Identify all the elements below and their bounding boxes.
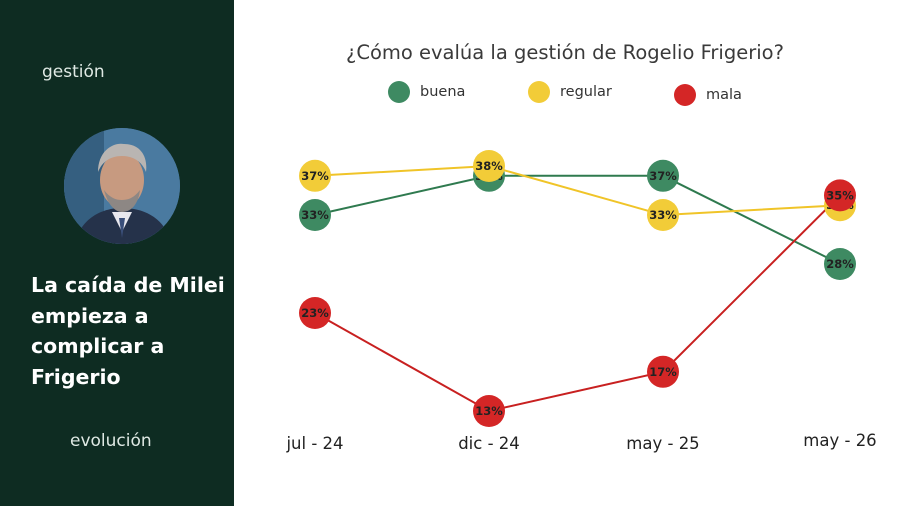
chart-area: ¿Cómo evalúa la gestión de Rogelio Frige… <box>234 0 900 506</box>
legend-item-buena: buena <box>388 80 465 104</box>
data-label-regular-0: 37% <box>301 169 329 183</box>
data-point-buena-2 <box>647 159 679 192</box>
data-point-mala-2 <box>647 355 679 388</box>
data-label-regular-1: 38% <box>475 159 503 173</box>
data-point-regular-0 <box>299 159 331 192</box>
data-point-buena-3 <box>824 248 856 280</box>
portrait-image <box>64 128 180 244</box>
politician-photo <box>64 128 180 244</box>
legend-item-mala: mala <box>674 83 742 107</box>
data-label-regular-2: 33% <box>649 208 677 222</box>
sidebar: gestión La caída de Milei empieza a comp… <box>0 0 234 506</box>
data-point-mala-1 <box>473 395 505 427</box>
data-label-mala-3: 35% <box>826 188 854 202</box>
x-tick-label-3: may - 26 <box>803 431 876 450</box>
legend-marker-mala <box>674 84 696 106</box>
data-label-buena-3: 28% <box>826 257 854 271</box>
data-point-mala-0 <box>299 297 331 329</box>
legend-label-regular: regular <box>560 84 612 100</box>
legend-marker-buena <box>388 81 410 103</box>
legend-marker-regular <box>528 81 550 103</box>
x-tick-label-0: jul - 24 <box>285 434 343 453</box>
data-label-buena-2: 37% <box>649 169 677 183</box>
data-point-regular-2 <box>647 199 679 231</box>
section-tag: evolución <box>70 431 152 451</box>
line-chart: 33%37%37%28%37%38%33%34%23%13%17%35%jul … <box>285 150 877 453</box>
legend-item-regular: regular <box>528 80 612 104</box>
data-label-mala-0: 23% <box>301 306 329 320</box>
legend-label-buena: buena <box>420 84 466 100</box>
x-tick-label-2: may - 25 <box>626 434 699 453</box>
data-label-mala-2: 17% <box>649 365 677 379</box>
series-line-mala <box>314 194 841 413</box>
chart-title: ¿Cómo evalúa la gestión de Rogelio Frige… <box>346 41 784 64</box>
series-line-regular <box>314 164 841 217</box>
topic-tag: gestión <box>42 62 105 82</box>
x-tick-label-1: dic - 24 <box>458 434 520 453</box>
legend-label-mala: mala <box>706 87 742 103</box>
data-label-buena-0: 33% <box>301 208 329 222</box>
data-point-regular-1 <box>473 150 505 182</box>
series-line-buena <box>314 174 841 265</box>
data-label-mala-1: 13% <box>475 404 503 418</box>
headline: La caída de Milei empieza a complicar a … <box>31 273 225 389</box>
data-point-buena-0 <box>299 199 331 231</box>
data-point-mala-3 <box>824 179 856 212</box>
